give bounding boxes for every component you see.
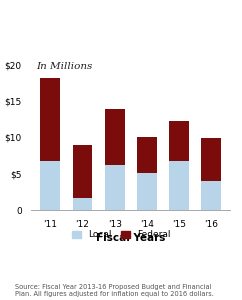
Bar	[105, 109, 125, 165]
Bar	[73, 198, 92, 210]
Bar	[105, 165, 125, 210]
Legend: Local, Federal: Local, Federal	[68, 227, 174, 243]
Bar	[40, 160, 60, 210]
Bar	[40, 78, 60, 160]
Bar	[201, 181, 221, 210]
Bar	[169, 160, 189, 210]
Text: Will Be Cut in FY 2016: Will Be Cut in FY 2016	[52, 36, 190, 46]
X-axis label: Fiscal Years: Fiscal Years	[96, 233, 165, 243]
Bar	[137, 173, 157, 210]
Text: In Millions: In Millions	[36, 62, 93, 71]
Bar	[201, 138, 221, 181]
Bar	[73, 145, 92, 198]
Bar	[169, 121, 189, 160]
Text: First-Time Homebuyer Assistance: First-Time Homebuyer Assistance	[19, 12, 223, 23]
Bar	[137, 137, 157, 173]
Text: Source: Fiscal Year 2013-16 Proposed Budget and Financial
Plan. All figures adju: Source: Fiscal Year 2013-16 Proposed Bud…	[15, 284, 213, 297]
